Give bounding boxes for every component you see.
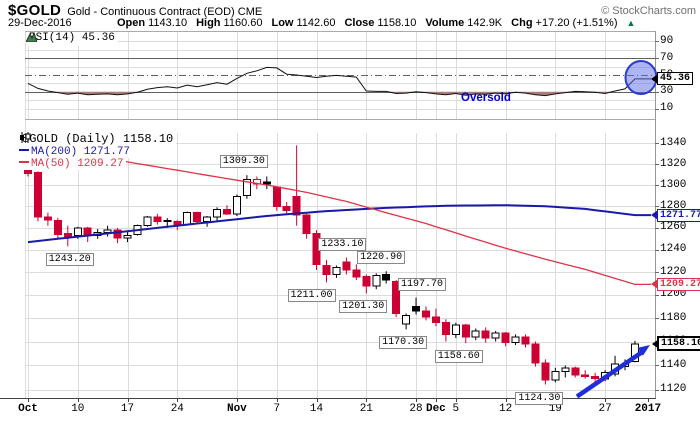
ohlc-quote-row: Open 1143.10 High 1160.60 Low 1142.60 Close 115… <box>117 17 635 29</box>
price-callout-1220.90: 1220.90 <box>357 251 406 265</box>
ma50-legend-label: MA(50) 1209.27 <box>31 158 124 170</box>
price-ytick-1340: 1340 <box>660 136 687 149</box>
xtick-2017: 2017 <box>634 403 662 415</box>
rsi-ytick-70: 70 <box>660 51 674 64</box>
xtick-17: 17 <box>120 403 135 415</box>
price-ytick-1260: 1260 <box>660 221 687 234</box>
ma50-value-box: 1209.27 <box>651 277 700 291</box>
xtick-14: 14 <box>309 403 324 415</box>
xtick-27: 27 <box>598 403 612 415</box>
xtick-24: 24 <box>170 403 184 415</box>
ma200-value-box: 1271.77 <box>651 208 700 222</box>
price-callout-1124.30: 1124.30 <box>515 391 564 405</box>
xtick-7: 7 <box>273 403 281 415</box>
quote-value-low: 1142.60 <box>296 17 336 29</box>
oversold-annotation: Oversold <box>461 92 511 104</box>
ma200-value-box-arrow-tip <box>651 210 658 221</box>
change-up-triangle-icon: ▲ <box>626 18 636 28</box>
last-price-box: 1158.10 <box>652 336 700 352</box>
price-ytick-1240: 1240 <box>660 243 687 256</box>
xtick-19: 19 <box>548 403 562 415</box>
rsi-ytick-10: 10 <box>660 102 674 115</box>
price-ytick-1300: 1300 <box>660 178 687 191</box>
instrument-description: Gold - Continuous Contract (EOD) CME <box>67 6 263 18</box>
xtick-10: 10 <box>71 403 85 415</box>
rsi-ytick-90: 90 <box>660 34 674 47</box>
price-callout-1197.70: 1197.70 <box>397 277 447 291</box>
xtick-Nov: Nov <box>226 403 247 415</box>
rsi-legend: RSI(14) 45.36 <box>26 32 118 46</box>
ma200-legend: MA(200) 1271.77 <box>19 146 134 158</box>
quote-date: 29-Dec-2016 <box>8 17 72 29</box>
quote-label-low: Low <box>271 17 294 29</box>
rsi-legend-label: RSI(14) 45.36 <box>29 32 115 44</box>
ma50-line <box>27 145 651 286</box>
xtick-5: 5 <box>452 403 460 415</box>
ma200-line <box>27 204 651 244</box>
quote-value-high: 1160.60 <box>223 17 263 29</box>
rsi-value-box: 45.36 <box>651 72 694 86</box>
last-price-box-arrow-tip <box>652 338 659 349</box>
quote-label-open: Open <box>117 17 146 29</box>
price-callout-1211.00: 1211.00 <box>287 289 336 303</box>
main-legend-symbol: $GOLD (Daily) 1158.10 <box>19 132 177 147</box>
trend-arrow-head <box>637 345 650 356</box>
price-ytick-1200: 1200 <box>660 288 687 301</box>
ma50-line-swatch <box>19 161 29 163</box>
rsi-ytick-30: 30 <box>660 85 674 98</box>
price-callout-1158.60: 1158.60 <box>434 350 483 364</box>
price-ytick-1140: 1140 <box>660 358 687 371</box>
ma50-legend: MA(50) 1209.27 <box>19 158 127 170</box>
price-ytick-1220: 1220 <box>660 265 687 278</box>
price-callout-1233.10: 1233.10 <box>318 237 367 251</box>
ticker-symbol: $GOLD <box>8 2 62 19</box>
ma50-value-box-arrow-tip <box>651 279 658 290</box>
price-ytick-1320: 1320 <box>660 157 687 170</box>
quote-label-volume: Volume <box>425 17 465 29</box>
price-callout-1309.30: 1309.30 <box>219 155 268 169</box>
price-ytick-1180: 1180 <box>660 311 687 324</box>
xtick-Dec: Dec <box>425 403 446 415</box>
chart-header: $GOLD Gold - Continuous Contract (EOD) CM… <box>8 2 262 20</box>
quote-value-chg: +17.20 (+1.51%) <box>535 17 618 29</box>
quote-value-open: 1143.10 <box>148 17 188 29</box>
quote-label-close: Close <box>344 17 375 29</box>
price-callout-1201.30: 1201.30 <box>339 300 388 314</box>
stockcharts-copyright: © StockCharts.com <box>601 5 696 17</box>
xtick-21: 21 <box>359 403 373 415</box>
price-ytick-1120: 1120 <box>660 383 687 396</box>
quote-label-chg: Chg <box>511 17 533 29</box>
price-callout-1170.30: 1170.30 <box>379 336 428 350</box>
quote-label-high: High <box>196 17 221 29</box>
xtick-12: 12 <box>498 403 513 415</box>
trend-arrow <box>575 349 645 399</box>
ma200-line-swatch <box>19 149 29 151</box>
xtick-28: 28 <box>409 403 423 415</box>
price-callout-1243.20: 1243.20 <box>45 253 94 267</box>
xtick-Oct: Oct <box>18 403 38 415</box>
quote-value-volume: 142.9K <box>467 17 503 29</box>
ma200-legend-label: MA(200) 1271.77 <box>31 146 131 158</box>
quote-value-close: 1158.10 <box>377 17 417 29</box>
main-legend-symbol-label: $GOLD (Daily) 1158.10 <box>22 132 174 146</box>
rsi-value-box-arrow-tip <box>651 73 658 84</box>
